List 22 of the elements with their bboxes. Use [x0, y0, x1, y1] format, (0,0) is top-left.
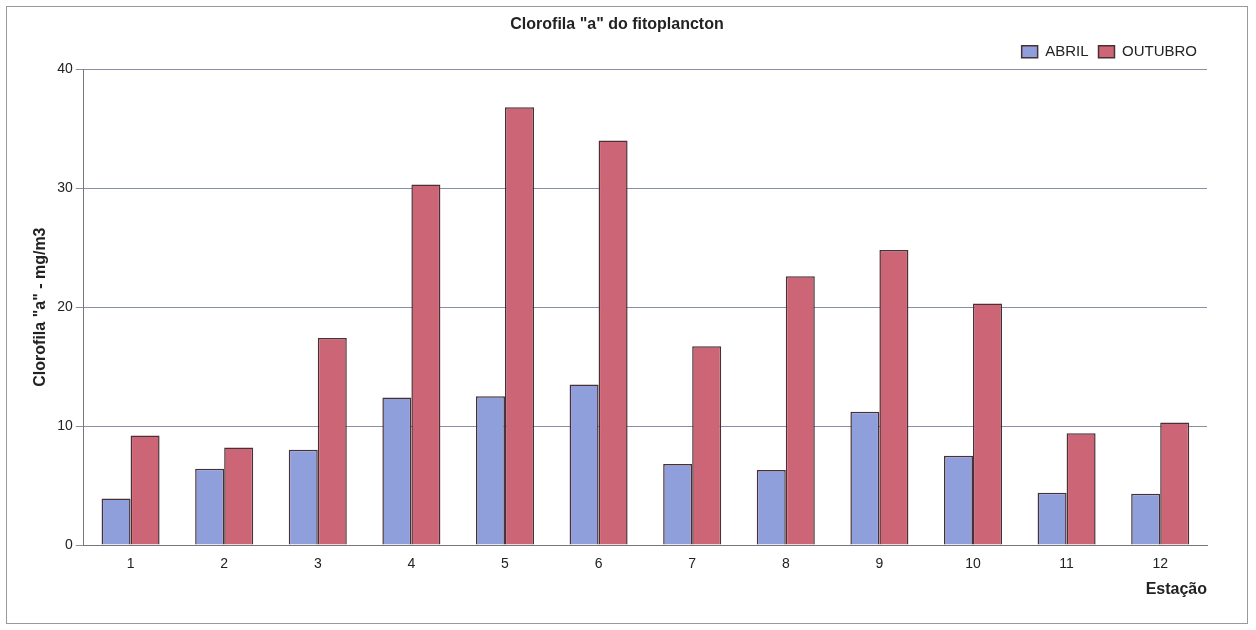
x-tick-label: 2 [220, 555, 229, 572]
y-tick-label: 40 [57, 60, 73, 77]
x-tick-label: 4 [407, 555, 416, 572]
legend-label: ABRIL [1045, 41, 1089, 59]
x-axis-title: Estação [1145, 579, 1208, 597]
y-tick-label: 20 [57, 297, 73, 314]
chart-title: Clorofila "a" do fitoplancton [510, 15, 724, 33]
x-tick-label: 12 [1152, 555, 1169, 572]
x-tick-label: 3 [313, 555, 322, 572]
y-tick-label: 10 [57, 416, 73, 433]
x-tick-label: 10 [965, 555, 981, 572]
x-tick-label: 5 [501, 555, 510, 572]
y-axis-title: Clorofila "a" - mg/m3 [31, 227, 49, 387]
x-tick-label: 11 [1059, 555, 1075, 572]
x-tick-label: 8 [781, 555, 790, 572]
x-tick-label: 1 [126, 555, 135, 572]
legend-label: OUTUBRO [1122, 41, 1197, 59]
x-tick-label: 9 [875, 555, 884, 572]
y-tick-label: 30 [57, 179, 73, 196]
y-tick-label: 0 [64, 535, 73, 552]
x-tick-label: 7 [688, 555, 697, 572]
x-tick-label: 6 [594, 555, 603, 572]
